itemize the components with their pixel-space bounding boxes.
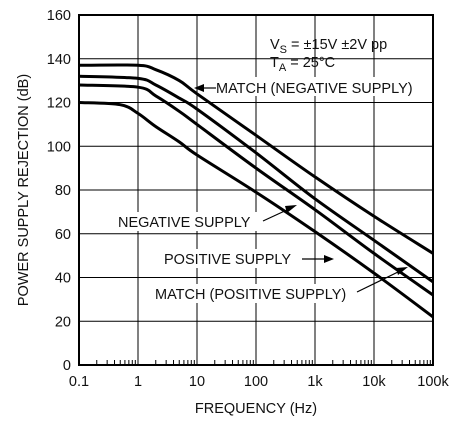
label-bg-match-negative	[214, 77, 430, 96]
arrowhead-match-negative	[194, 84, 204, 92]
arrow-match-positive	[356, 270, 401, 293]
condition-temp: TA = 25°C	[270, 55, 335, 74]
x-tick-label: 1k	[307, 374, 323, 390]
curve-match-negative-supply	[78, 63, 434, 255]
plot-frame	[78, 14, 434, 366]
arrow-negative	[262, 208, 290, 222]
x-tick-label: 0.1	[69, 374, 89, 390]
grid-lines	[78, 14, 434, 366]
y-tick-label: 140	[47, 52, 71, 68]
y-tick-label: 80	[55, 183, 71, 199]
y-tick-label: 0	[63, 358, 71, 374]
y-tick-label: 160	[47, 8, 71, 24]
arrowhead-negative	[285, 205, 297, 213]
label-bg-positive	[162, 249, 302, 268]
y-tick-label: 40	[55, 271, 71, 287]
y-tick-label: 20	[55, 314, 71, 330]
label-match-negative: MATCH (NEGATIVE SUPPLY)	[216, 81, 413, 97]
label-positive: POSITIVE SUPPLY	[164, 252, 291, 268]
curve-positive-supply	[78, 83, 434, 297]
label-bg-negative	[116, 212, 264, 231]
x-axis-label: FREQUENCY (Hz)	[195, 401, 317, 417]
x-tick-labels: 0.1 1 10 100 1k 10k 100k	[69, 374, 450, 390]
x-tick-label: 100k	[417, 374, 449, 390]
x-tick-label: 100	[244, 374, 268, 390]
y-tick-label: 60	[55, 227, 71, 243]
x-tick-label: 10k	[362, 374, 386, 390]
series-curves	[78, 63, 434, 319]
curve-negative-supply	[78, 74, 434, 284]
label-match-positive: MATCH (POSITIVE SUPPLY)	[155, 287, 346, 303]
y-tick-label: 120	[47, 96, 71, 112]
label-negative: NEGATIVE SUPPLY	[118, 215, 251, 231]
label-bg-match-positive	[153, 284, 358, 303]
y-tick-labels: 0 20 40 60 80 100 120 140 160	[47, 8, 71, 374]
y-tick-label: 100	[47, 139, 71, 155]
x-tick-label: 1	[134, 374, 142, 390]
arrowhead-positive	[324, 255, 334, 263]
arrowhead-match-positive	[396, 267, 408, 275]
condition-supply: VS = ±15V ±2V pp	[270, 37, 387, 56]
curve-match-positive-supply	[78, 101, 434, 319]
y-axis-label: POWER SUPPLY REJECTION (dB)	[16, 74, 32, 306]
x-tick-label: 10	[189, 374, 205, 390]
